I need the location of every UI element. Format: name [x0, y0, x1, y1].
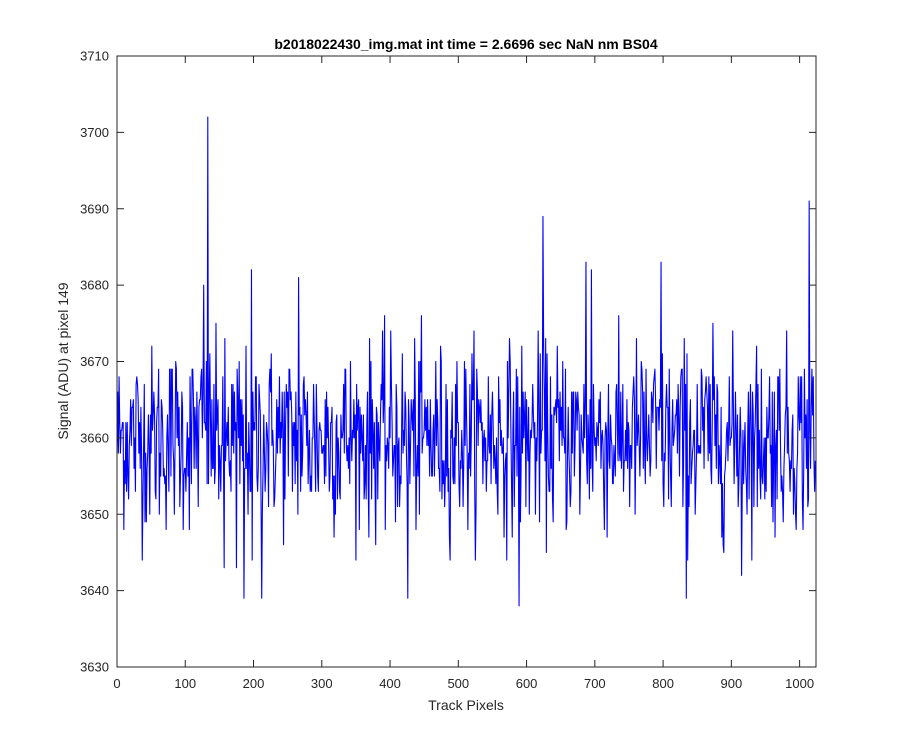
chart-title: b2018022430_img.mat int time = 2.6696 se… [274, 36, 657, 52]
x-axis-label: Track Pixels [428, 697, 504, 713]
y-tick-label: 3710 [80, 49, 109, 64]
x-tick-label: 1000 [785, 676, 814, 691]
y-tick-label: 3670 [80, 354, 109, 369]
series-layer [116, 116, 816, 607]
x-tick-label: 900 [721, 676, 743, 691]
x-tick-label: 500 [447, 676, 469, 691]
x-axis-ticks: 0 100 200 300 400 500 600 700 800 900 1000 [113, 56, 814, 691]
x-tick-label: 0 [113, 676, 120, 691]
x-tick-label: 600 [516, 676, 538, 691]
x-tick-label: 800 [652, 676, 674, 691]
y-axis-label: Signal (ADU) at pixel 149 [55, 282, 71, 439]
x-tick-label: 200 [243, 676, 265, 691]
y-tick-label: 3640 [80, 583, 109, 598]
x-tick-label: 400 [379, 676, 401, 691]
y-tick-label: 3630 [80, 660, 109, 675]
y-tick-label: 3680 [80, 278, 109, 293]
y-tick-label: 3690 [80, 201, 109, 216]
plot-background [117, 56, 816, 667]
y-tick-label: 3660 [80, 430, 109, 445]
x-tick-label: 100 [174, 676, 196, 691]
series-line [116, 116, 816, 607]
x-tick-label: 700 [584, 676, 606, 691]
x-tick-label: 300 [311, 676, 333, 691]
y-tick-label: 3650 [80, 507, 109, 522]
y-axis-ticks: 3630 3640 3650 3660 3670 3680 3690 3700 3710 [80, 49, 816, 675]
y-tick-label: 3700 [80, 125, 109, 140]
